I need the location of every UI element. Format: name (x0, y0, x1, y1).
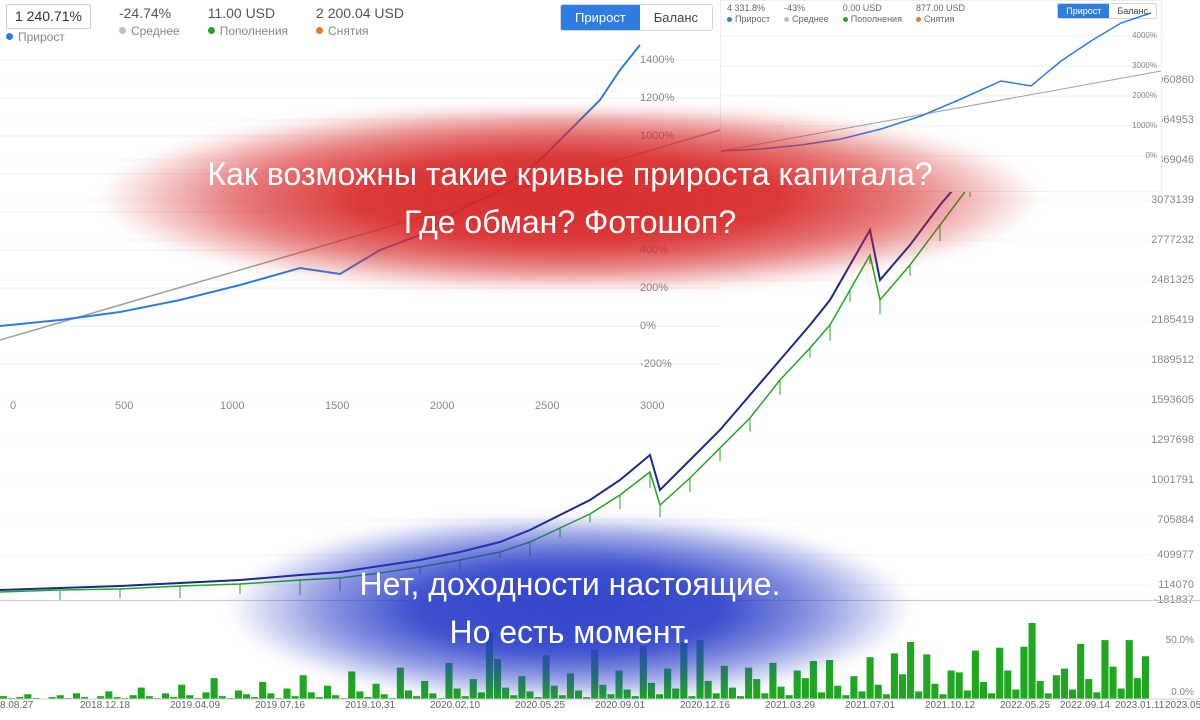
volume-chart: 50.0% 0.0% (0, 600, 1200, 701)
legend-item-3: 2 200.04 USDСнятия (316, 4, 404, 45)
mini-xlabel: 3000 (640, 400, 664, 412)
date-label: 2020.05.25 (515, 700, 565, 711)
big-ylabel: 1889512 (1151, 354, 1194, 366)
date-label: 2021.10.12 (925, 700, 975, 711)
tab-growth[interactable]: Прирост (561, 5, 640, 30)
big-ylabel: 1297698 (1151, 434, 1194, 446)
mini-xlabel: 1500 (325, 400, 349, 412)
inset-ylabel: 4000% (1132, 31, 1157, 40)
mini-xlabel: 0 (10, 400, 16, 412)
mini-ylabel: 1200% (640, 92, 674, 104)
date-label: 2020.02.10 (430, 700, 480, 711)
date-label: 2020.09.01 (595, 700, 645, 711)
big-ylabel: 409977 (1157, 549, 1194, 561)
date-label: 8.08.27 (0, 700, 33, 711)
inset-chart: 4 331.8%Прирост-43%Среднее0.00 USDПополн… (720, 0, 1162, 192)
root: 1 240.71%Прирост -24.74%Среднее 11.00 USDП… (0, 0, 1200, 720)
mini-ylabel: 1000% (640, 130, 674, 142)
mini-ylabel: -200% (640, 358, 672, 370)
tab-balance[interactable]: Баланс (640, 5, 712, 30)
date-label: 2020.12.16 (680, 700, 730, 711)
big-ylabel: 2777232 (1151, 234, 1194, 246)
mini-xlabel: 2500 (535, 400, 559, 412)
mini-ylabel: 400% (640, 244, 668, 256)
big-ylabel: 2481325 (1151, 274, 1194, 286)
mini-ylabel: 200% (640, 282, 668, 294)
mini-chart: 1400% 1200% 1000% 800% 600% 400% 200% 0% -200% 0 5… (0, 30, 720, 420)
inset-ylabel: 0% (1145, 151, 1157, 160)
date-label: 2023.05.02 (1165, 700, 1200, 711)
big-ylabel: 3073139 (1151, 194, 1194, 206)
inset-ylabel: 2000% (1132, 91, 1157, 100)
mini-xlabel: 1000 (220, 400, 244, 412)
mini-xlabel: 2000 (430, 400, 454, 412)
date-axis: 8.08.27 2018.12.18 2019.04.09 2019.07.16 201… (0, 700, 1200, 720)
legend-item-2: 11.00 USDПополнения (208, 4, 288, 45)
big-ylabel: 1593605 (1151, 394, 1194, 406)
date-label: 2023.01.11 (1115, 700, 1164, 711)
big-ylabel: 2185419 (1151, 314, 1194, 326)
inset-ylabel: 3000% (1132, 61, 1157, 70)
mini-xlabel: 500 (115, 400, 133, 412)
date-label: 2022.05.25 (1000, 700, 1050, 711)
big-ylabel: 705884 (1157, 514, 1194, 526)
tab-switch: Прирост Баланс (560, 4, 713, 31)
big-ylabel: 114070 (1158, 579, 1194, 591)
date-label: 2021.03.29 (765, 700, 815, 711)
mini-ylabel: 800% (640, 168, 668, 180)
date-label: 2022.09.14 (1060, 700, 1110, 711)
vol-ylabel: 50.0% (1166, 635, 1194, 646)
mini-ylabel: 600% (640, 206, 668, 218)
legend-item-0: 1 240.71%Прирост (6, 4, 91, 45)
inset-ylabel: 1000% (1132, 121, 1157, 130)
vol-ylabel: 0.0% (1171, 687, 1194, 698)
date-label: 2018.12.18 (80, 700, 130, 711)
big-ylabel: 1001791 (1151, 474, 1194, 486)
mini-ylabel: 0% (640, 320, 656, 332)
legend-item-1: -24.74%Среднее (119, 4, 180, 45)
date-label: 2019.07.16 (255, 700, 305, 711)
date-label: 2021.07.01 (845, 700, 895, 711)
mini-ylabel: 1400% (640, 54, 674, 66)
legend-row: 1 240.71%Прирост -24.74%Среднее 11.00 USDП… (6, 4, 404, 45)
date-label: 2019.04.09 (170, 700, 220, 711)
date-label: 2019.10.31 (345, 700, 395, 711)
